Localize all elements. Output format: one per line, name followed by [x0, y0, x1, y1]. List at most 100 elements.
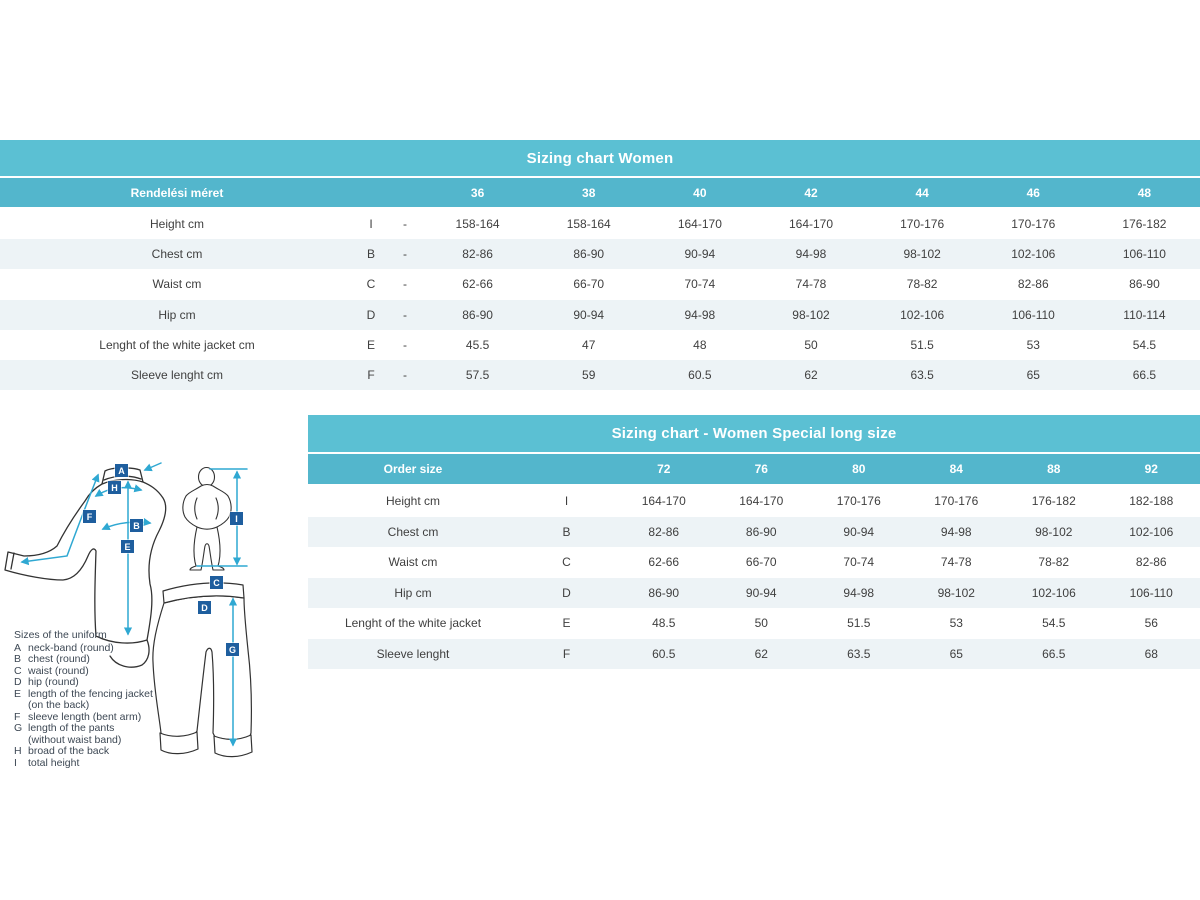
cell-value: 47	[582, 337, 596, 352]
cell-value: 170-176	[934, 494, 979, 509]
column-header-size: 42	[804, 185, 818, 200]
row-label: Chest cm	[151, 247, 203, 262]
legend-key: F	[14, 710, 21, 723]
legend-key: H	[14, 745, 22, 757]
table-body: Height cm I 164-170 164-170 170-176 170-176 17…	[308, 486, 1200, 669]
column-header-size: 44	[915, 185, 929, 200]
cell-value: 66.5	[1042, 646, 1066, 661]
cell-value: 170-176	[1011, 217, 1056, 232]
legend-key: E	[14, 687, 22, 700]
table-row: Sleeve lenght cm F - 57.5 59 60.5 62 63.5 65 66.5	[0, 359, 1200, 391]
table-row: Chest cm B - 82-86 86-90 90-94 94-98 98-102 102-…	[0, 239, 1200, 270]
table-row: Lenght of the white jacket cm E - 45.5 47 48 5…	[0, 329, 1200, 360]
cell-value: 94-98	[843, 585, 875, 600]
cell-value: 176-182	[1031, 494, 1076, 509]
cell-value: 65	[1026, 368, 1040, 383]
sizing-table-women-special-long: Sizing chart - Women Special long size O…	[308, 415, 1200, 669]
row-label: Waist cm	[152, 277, 202, 292]
legend-item: (without waist band)	[14, 734, 179, 747]
cell-value: 98-102	[903, 247, 941, 262]
cell-value: 102-106	[1011, 247, 1056, 262]
cell-value: 164-170	[677, 217, 722, 232]
column-header-size	[388, 178, 422, 207]
row-label: Height cm	[149, 217, 205, 232]
table-body: Height cm I - 158-164 158-164 164-170 164-170 1…	[0, 209, 1200, 391]
cell-value: 78-82	[906, 277, 938, 292]
column-header-size: 88	[1047, 462, 1061, 476]
cell-value: 60.5	[652, 646, 676, 661]
table-row: Waist cm C - 62-66 66-70 70-74 74-78 78-82 82-86…	[0, 269, 1200, 300]
column-header-size: 40	[693, 185, 707, 200]
cell-value: 62	[754, 646, 768, 661]
cell-value: 74-78	[940, 555, 972, 570]
legend-key: D	[14, 676, 22, 688]
row-label: Hip cm	[158, 307, 196, 322]
cell-value: 62	[804, 368, 818, 383]
cell-value: 62-66	[648, 555, 680, 570]
cell-value: 98-102	[1035, 524, 1073, 539]
cell-value: 164-170	[641, 494, 686, 509]
column-header-size: 92	[1144, 462, 1158, 476]
table-row: Hip cm D 86-90 90-94 94-98 98-102 102-106 106-1…	[308, 577, 1200, 608]
cell-value: 90-94	[745, 585, 777, 600]
column-header-label: Rendelési méret	[130, 185, 224, 200]
cell-value: 66-70	[573, 277, 605, 292]
cell-value: 74-78	[795, 277, 827, 292]
column-header-size: 80	[852, 462, 866, 476]
fencing-pants-sketch	[152, 582, 253, 758]
row-label: Waist cm	[388, 555, 438, 570]
marker-F: F	[83, 510, 96, 523]
cell-value: 56	[1144, 616, 1158, 631]
cell-value: 48.5	[652, 616, 676, 631]
cell-value: 106-110	[1129, 585, 1173, 600]
arrow-F	[20, 473, 100, 566]
cell-value: 63.5	[847, 646, 871, 661]
column-header-size: 48	[1137, 185, 1152, 200]
column-header-size: 36	[470, 185, 485, 200]
row-label: Lenght of the white jacket	[344, 616, 482, 631]
cell-value: 59	[582, 368, 596, 383]
column-header-size	[354, 178, 388, 207]
marker-B: B	[130, 519, 143, 532]
arrow-A	[143, 462, 162, 472]
cell-value: 66.5	[1132, 368, 1157, 383]
cell-value: 106-110	[1122, 247, 1166, 262]
legend-text: (on the back)	[28, 699, 90, 711]
cell-value: 53	[1026, 337, 1040, 352]
legend-key: B	[14, 653, 22, 665]
cell-value: E	[366, 337, 375, 352]
table-row: Sleeve lenght F 60.5 62 63.5 65 66.5 68	[308, 638, 1200, 669]
cell-value: B	[366, 247, 375, 262]
cell-value: 86-90	[1129, 277, 1160, 292]
cell-value: F	[367, 368, 375, 383]
marker-E: E	[121, 540, 134, 553]
cell-value: 90-94	[843, 524, 875, 539]
cell-value: 57.5	[465, 368, 490, 383]
column-header-size	[518, 454, 615, 484]
cell-value: 94-98	[940, 524, 972, 539]
cell-value: 70-74	[684, 277, 716, 292]
cell-value: 54.5	[1132, 337, 1157, 352]
legend-text: total height	[28, 756, 80, 769]
legend-key: C	[14, 664, 22, 677]
column-header-size: 84	[949, 462, 963, 476]
cell-value: 63.5	[910, 368, 934, 383]
row-label: Chest cm	[387, 524, 439, 539]
row-label: Sleeve lenght	[376, 646, 450, 661]
legend-text: sleeve length (bent arm)	[28, 710, 142, 723]
table-row: Height cm I 164-170 164-170 170-176 170-176 17…	[308, 486, 1200, 517]
column-header-size: 72	[657, 462, 671, 476]
cell-value: 94-98	[795, 247, 827, 262]
legend-key: I	[14, 756, 17, 769]
cell-value: I	[369, 217, 373, 232]
cell-value: 176-182	[1122, 217, 1167, 232]
cell-value: -	[403, 368, 407, 383]
cell-value: 158-164	[455, 217, 500, 232]
legend-text: broad of the back	[28, 745, 110, 757]
